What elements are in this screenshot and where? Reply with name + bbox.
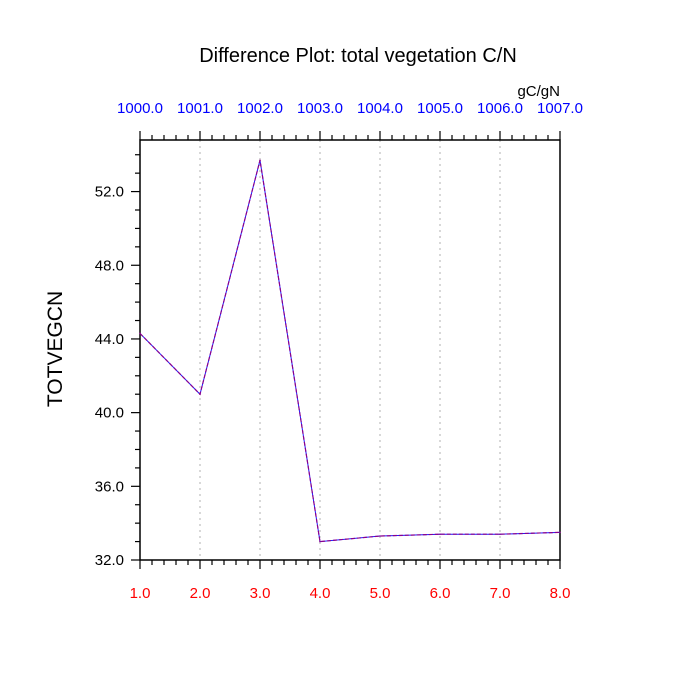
series-line-base-1 <box>139 160 561 543</box>
units-label: gC/gN <box>517 83 560 100</box>
x-top-tick-label-6: 1005.0 <box>417 100 463 117</box>
x-tick-label-7: 7.0 <box>490 585 511 602</box>
x-tick-label-2: 2.0 <box>190 585 211 602</box>
series-point-1-6 <box>439 533 441 536</box>
x-tick-label-3: 3.0 <box>250 585 271 602</box>
axis-ticks <box>131 131 561 569</box>
x-top-tick-label-8: 1007.0 <box>537 100 583 117</box>
x-tick-label-5: 5.0 <box>370 585 391 602</box>
x-tick-label-8: 8.0 <box>550 585 571 602</box>
x-tick-label-1: 1.0 <box>130 585 151 602</box>
y-tick-label-4: 44.0 <box>95 331 124 348</box>
y-tick-label-6: 52.0 <box>95 184 124 201</box>
x-top-tick-label-7: 1006.0 <box>477 100 523 117</box>
series-point-1-3 <box>259 159 261 162</box>
series-point-1-1 <box>139 332 141 335</box>
plot-frame <box>139 139 561 561</box>
y-tick-label-2: 36.0 <box>95 478 124 495</box>
y-tick-label-5: 48.0 <box>95 257 124 274</box>
y-tick-label-1: 32.0 <box>95 552 124 569</box>
y-axis-label: TOTVEGCN <box>44 291 67 407</box>
series-point-1-4 <box>319 540 321 543</box>
grid-lines <box>199 140 501 560</box>
series-point-1-5 <box>379 535 381 537</box>
series-group <box>139 159 561 543</box>
chart-title: Difference Plot: total vegetation C/N <box>199 45 517 67</box>
series-line-1 <box>139 160 561 543</box>
x-top-tick-label-2: 1001.0 <box>177 100 223 117</box>
series-point-1-7 <box>499 533 501 536</box>
plot-axes <box>139 139 561 561</box>
x-top-tick-label-3: 1002.0 <box>237 100 283 117</box>
x-top-tick-label-4: 1003.0 <box>297 100 343 117</box>
x-top-tick-label-5: 1004.0 <box>357 100 403 117</box>
y-tick-label-3: 40.0 <box>95 405 124 422</box>
x-tick-label-4: 4.0 <box>310 585 331 602</box>
series-point-1-8 <box>559 531 561 534</box>
tick-labels: 32.0 36.0 40.0 44.0 48.0 52.0 1.0 2.0 3.0 4.0 5.0 6… <box>95 100 583 602</box>
x-top-tick-label-1: 1000.0 <box>117 100 163 117</box>
series-point-1-2 <box>199 393 201 396</box>
x-tick-label-6: 6.0 <box>430 585 451 602</box>
